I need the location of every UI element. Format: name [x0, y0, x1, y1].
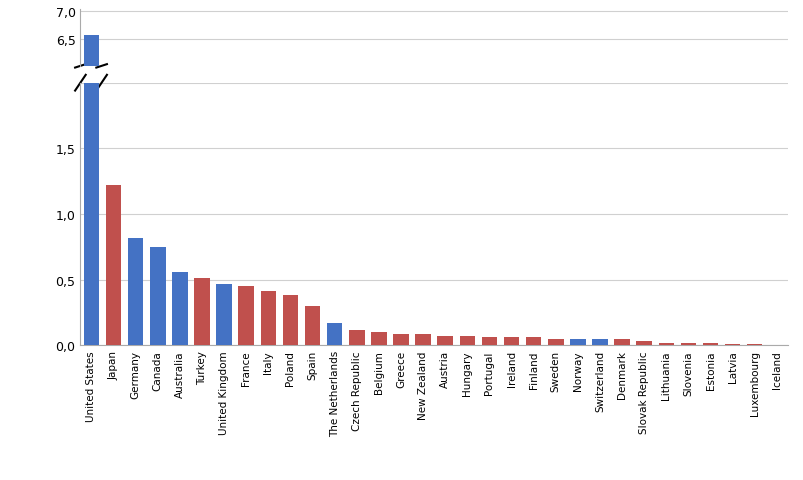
Bar [569, 390, 585, 393]
Bar [393, 334, 408, 346]
Bar [260, 371, 275, 393]
Bar [304, 377, 320, 393]
Bar [216, 368, 231, 393]
Bar [680, 343, 695, 346]
Bar [636, 342, 651, 346]
Bar [724, 344, 740, 346]
Bar [349, 386, 364, 393]
Bar [503, 390, 519, 393]
Bar [525, 338, 540, 346]
Bar [746, 344, 761, 346]
Bar [437, 336, 452, 346]
Bar [371, 333, 386, 346]
Bar [150, 352, 165, 393]
Bar [415, 334, 430, 346]
Bar [327, 324, 342, 346]
Bar [415, 388, 430, 393]
Bar [548, 339, 563, 346]
Bar [658, 392, 673, 393]
Bar [84, 0, 99, 346]
Bar [393, 388, 408, 393]
Bar [437, 389, 452, 393]
Bar [548, 390, 563, 393]
Bar [283, 296, 298, 346]
Bar [525, 390, 540, 393]
Bar [702, 343, 717, 346]
Bar [172, 363, 187, 393]
Bar [592, 339, 607, 346]
Bar [84, 36, 99, 393]
Bar [459, 336, 475, 346]
Bar [216, 284, 231, 346]
Bar [238, 287, 254, 346]
Bar [371, 388, 386, 393]
Bar [349, 330, 364, 346]
Bar [172, 272, 187, 346]
Bar [194, 279, 210, 346]
Bar [702, 392, 717, 393]
Bar [481, 390, 496, 393]
Bar [658, 343, 673, 346]
Bar [613, 339, 629, 346]
Bar [128, 238, 143, 346]
Bar [304, 306, 320, 346]
Bar [283, 372, 298, 393]
Bar [481, 338, 496, 346]
Bar [150, 247, 165, 346]
Bar [106, 327, 121, 393]
Bar [569, 339, 585, 346]
Bar [459, 389, 475, 393]
Bar [503, 338, 519, 346]
Bar [194, 365, 210, 393]
Bar [327, 384, 342, 393]
Bar [613, 390, 629, 393]
Bar [592, 390, 607, 393]
Bar [636, 392, 651, 393]
Bar [106, 186, 121, 346]
Bar [238, 369, 254, 393]
Bar [260, 292, 275, 346]
Bar [680, 392, 695, 393]
Bar [128, 348, 143, 393]
Bar [768, 345, 784, 346]
